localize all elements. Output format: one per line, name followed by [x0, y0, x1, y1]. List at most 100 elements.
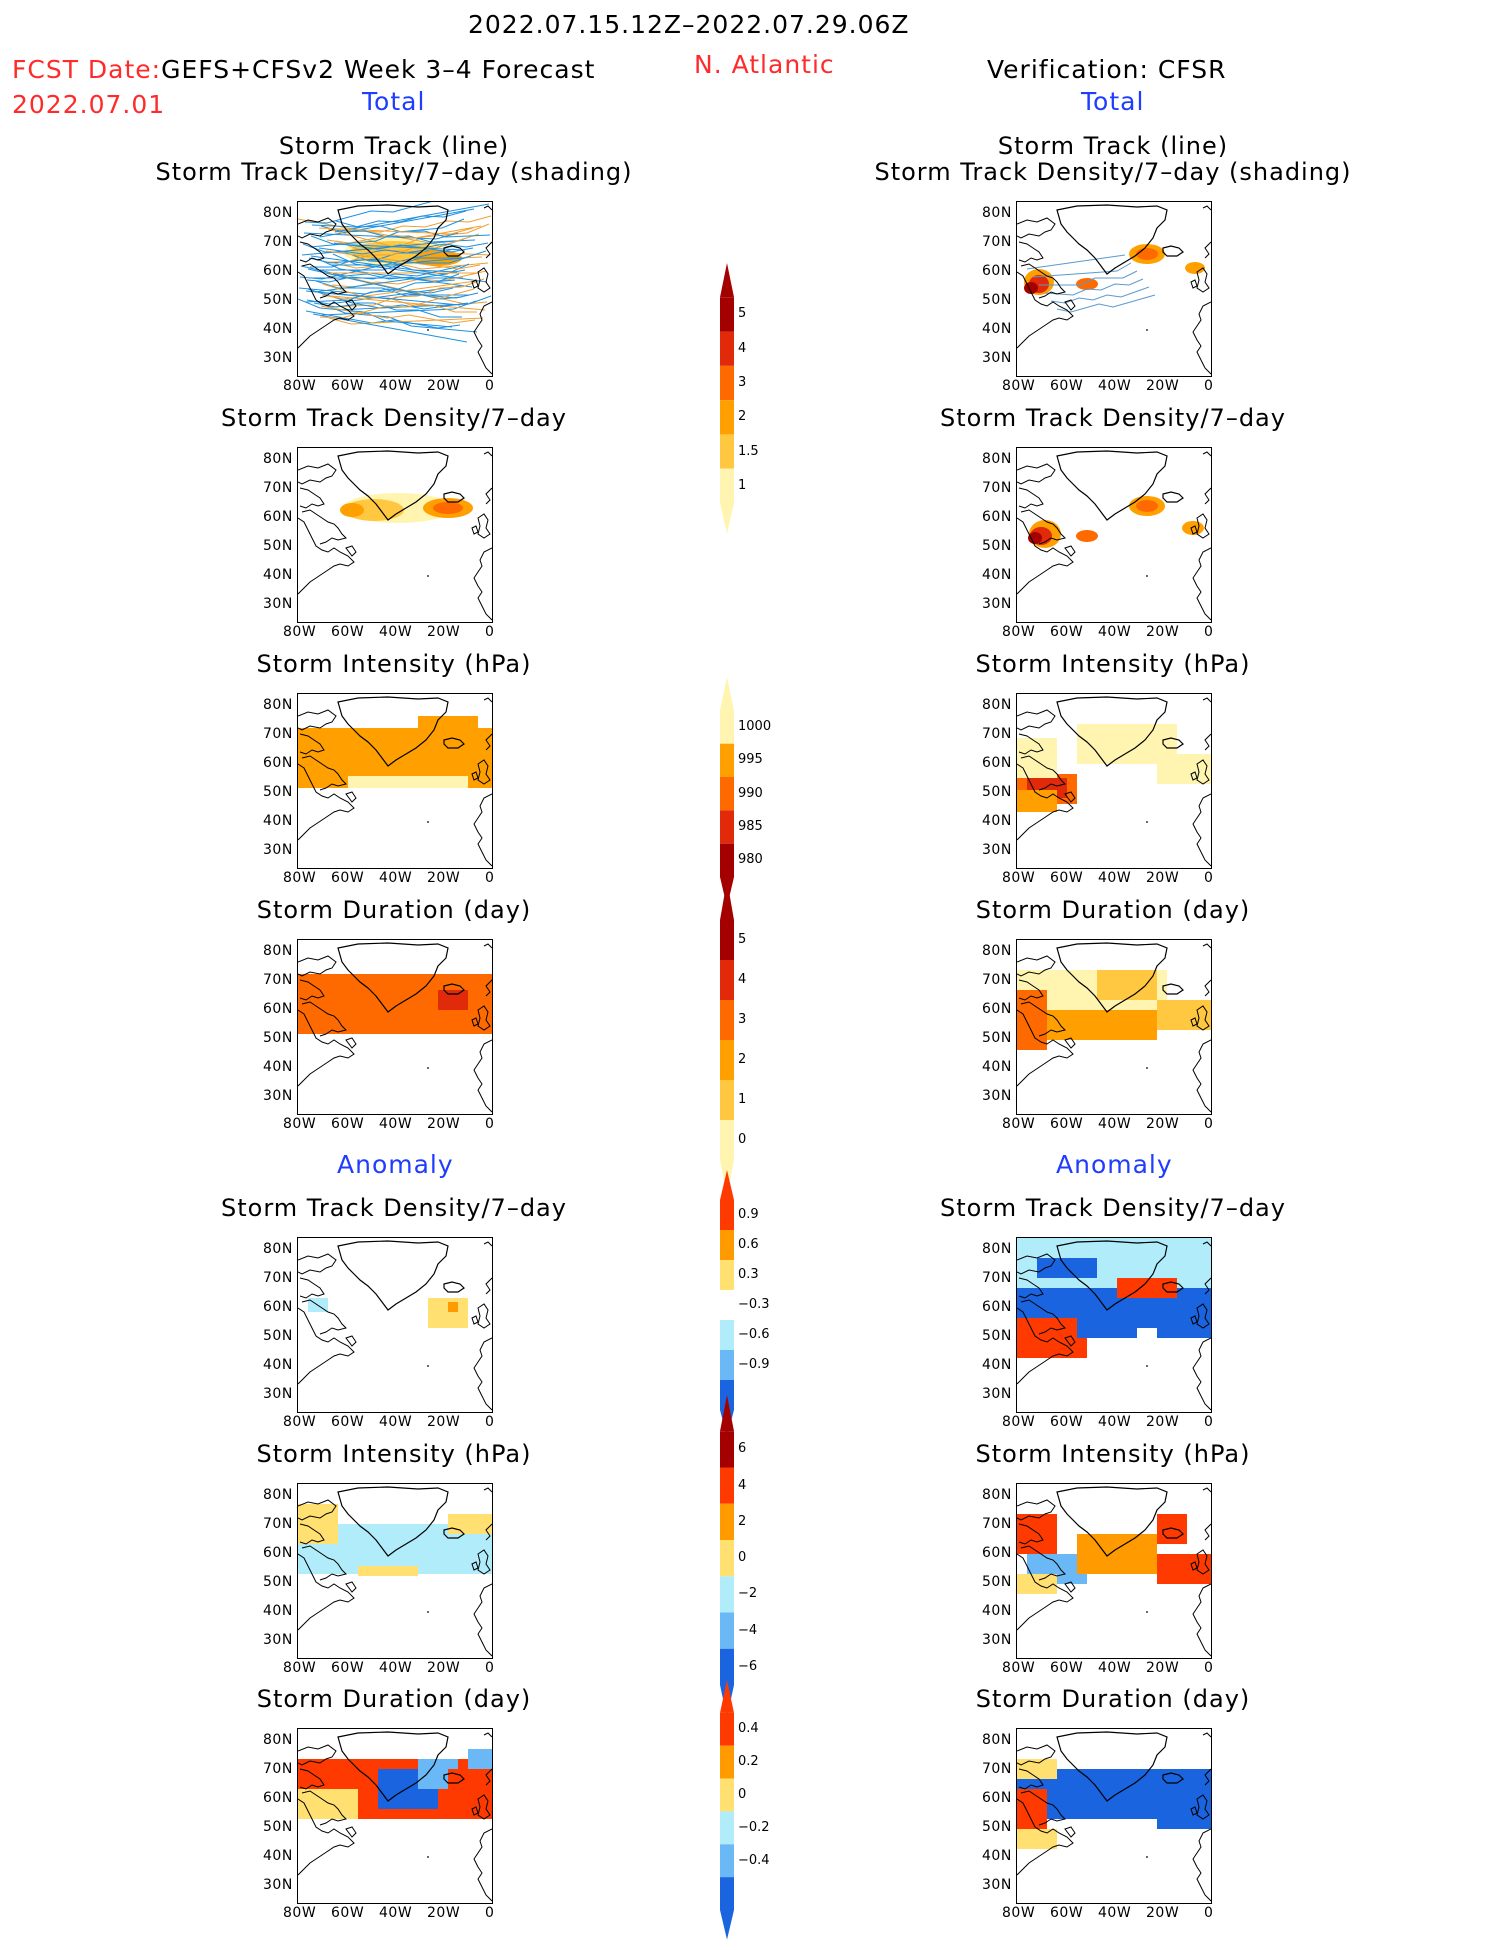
- map-panel-r1: [1016, 447, 1212, 623]
- lon-tick-label: 40W: [379, 1660, 413, 1676]
- lon-tick-label: 40W: [379, 378, 413, 394]
- storm-track-line: [1039, 270, 1138, 286]
- lat-tick-label: 50N: [982, 784, 1012, 800]
- shading-region: [1017, 1759, 1057, 1779]
- lon-tick-label: 60W: [1050, 1905, 1084, 1921]
- lat-tick-label: 80N: [263, 1241, 293, 1257]
- map-panel-l1: [297, 447, 493, 623]
- map-canvas: [1017, 1486, 1211, 1657]
- storm-track-line: [327, 228, 483, 259]
- section-anomaly-left: Anomaly: [337, 1150, 454, 1179]
- lon-tick-label: 60W: [1050, 870, 1084, 886]
- lat-tick-label: 40N: [263, 813, 293, 829]
- shading-region: [1077, 1534, 1157, 1574]
- lon-tick-label: 0: [1204, 1660, 1214, 1676]
- storm-track-line: [1056, 294, 1156, 313]
- storm-track-line: [300, 265, 456, 283]
- colorbar-segment: [720, 1290, 734, 1320]
- section-anomaly-right: Anomaly: [1056, 1150, 1173, 1179]
- lon-tick-label: 80W: [1002, 624, 1036, 640]
- storm-track-line: [334, 203, 490, 233]
- map-panel-l0: [297, 201, 493, 377]
- lon-tick-label: 40W: [1098, 1116, 1132, 1132]
- lon-tick-label: 80W: [1002, 1905, 1036, 1921]
- map-panel-l5: [297, 1483, 493, 1659]
- colorbar-segment: [720, 1320, 734, 1350]
- lat-tick-label: 80N: [982, 1732, 1012, 1748]
- shading-region: [1076, 278, 1098, 290]
- verification-label: Verification: CFSR: [987, 55, 1227, 84]
- coastline: [298, 450, 492, 621]
- lon-tick-label: 60W: [1050, 624, 1084, 640]
- storm-track-line: [319, 208, 475, 238]
- map-panel-r6: [1016, 1728, 1212, 1904]
- title-l7: Storm Duration (day): [256, 1685, 532, 1713]
- lon-tick-label: 40W: [1098, 870, 1132, 886]
- colorbar-tick-label: 3: [738, 375, 747, 390]
- map-panel-r5: [1016, 1483, 1212, 1659]
- colorbar-tick-label: 995: [738, 752, 763, 768]
- lon-tick-label: 0: [485, 1414, 495, 1430]
- lat-tick-label: 80N: [263, 1487, 293, 1503]
- shading-region: [298, 1504, 338, 1544]
- colorbar-tick-label: 0.2: [738, 1754, 759, 1770]
- colorbar-segment: [720, 1612, 734, 1649]
- lon-tick-label: 60W: [331, 1414, 365, 1430]
- colorbar-segment: [720, 1648, 734, 1685]
- lat-tick-label: 80N: [982, 451, 1012, 467]
- lon-tick-label: 20W: [1146, 1905, 1180, 1921]
- colorbar-tick-label: 2: [738, 1513, 747, 1529]
- storm-track-line: [305, 290, 461, 306]
- map-panel-r0: [1016, 201, 1212, 377]
- map-canvas: [1017, 450, 1211, 621]
- lon-tick-label: 60W: [331, 378, 365, 394]
- colorbar-tick-label: 990: [738, 785, 763, 801]
- colorbar-segment: [720, 1844, 734, 1878]
- period-title: 2022.07.15.12Z–2022.07.29.06Z: [468, 10, 910, 39]
- lat-tick-label: 80N: [982, 1487, 1012, 1503]
- colorbar-tick-label: 0.4: [738, 1721, 759, 1737]
- colorbar-segment: [720, 1877, 734, 1910]
- colorbar-tick-label: 0: [738, 1132, 747, 1147]
- shading-region: [1017, 990, 1047, 1050]
- storm-track-line: [308, 257, 464, 265]
- storm-track-line: [328, 317, 484, 325]
- colorbar-tick-label: 1: [738, 477, 747, 493]
- lat-tick-label: 70N: [982, 1516, 1012, 1532]
- storm-track-line: [306, 265, 462, 283]
- lat-tick-label: 40N: [263, 1059, 293, 1075]
- colorbar-tick-label: −0.6: [738, 1327, 770, 1342]
- colorbar-arrow-bottom: [720, 503, 734, 534]
- title-l1a: Storm Track (line): [278, 132, 510, 160]
- storm-track-line: [311, 210, 467, 228]
- colorbar-segment: [720, 843, 734, 877]
- colorbar-segment: [720, 1120, 734, 1160]
- colorbar-tick-label: 3: [738, 1012, 747, 1027]
- lon-tick-label: 20W: [427, 870, 461, 886]
- map-panel-r4: [1016, 1237, 1212, 1413]
- lat-tick-label: 50N: [982, 538, 1012, 554]
- colorbar-segment: [720, 1431, 734, 1468]
- colorbar-tick-label: −4: [738, 1622, 758, 1638]
- lon-tick-label: 40W: [379, 870, 413, 886]
- colorbar-arrow-top: [720, 1170, 734, 1200]
- colorbar-tick-label: −0.3: [738, 1297, 770, 1312]
- colorbar-tick-label: 0.3: [738, 1267, 759, 1282]
- lat-tick-label: 80N: [263, 943, 293, 959]
- lat-tick-label: 80N: [982, 943, 1012, 959]
- lat-tick-label: 30N: [263, 1386, 293, 1402]
- colorbar-segment: [720, 1712, 734, 1746]
- colorbar-arrow-top: [720, 677, 734, 711]
- lon-tick-label: 0: [1204, 1116, 1214, 1132]
- lon-tick-label: 20W: [1146, 1116, 1180, 1132]
- lat-tick-label: 40N: [982, 567, 1012, 583]
- shading-region: [298, 1789, 358, 1819]
- model-name: GEFS+CFSv2 Week 3–4 Forecast: [161, 55, 596, 84]
- lat-tick-label: 30N: [263, 842, 293, 858]
- lat-tick-label: 70N: [263, 234, 293, 250]
- title-r5: Storm Track Density/7–day: [940, 1194, 1286, 1222]
- lon-tick-label: 40W: [379, 1905, 413, 1921]
- lat-tick-label: 40N: [982, 1059, 1012, 1075]
- lat-tick-label: 50N: [982, 1030, 1012, 1046]
- map-canvas: [1017, 1238, 1211, 1411]
